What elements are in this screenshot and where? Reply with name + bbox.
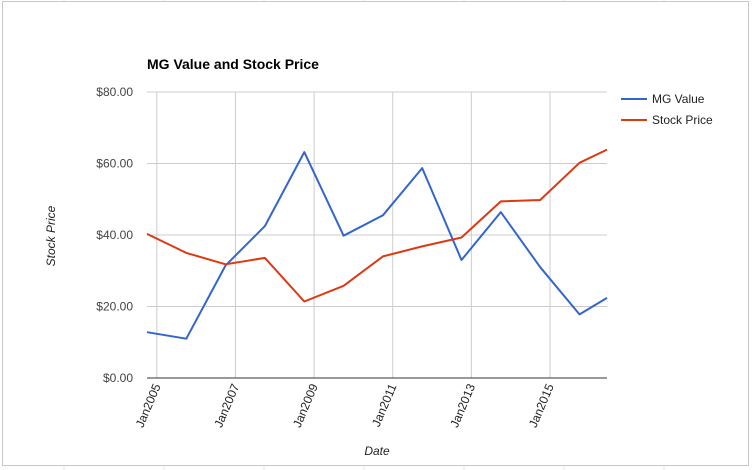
x-tick-label: Jan2005: [133, 381, 164, 429]
series-line-stock-price: [146, 148, 608, 303]
line-chart: MG Value and Stock Price $0.00 $20.00 $40.…: [44, 56, 713, 458]
x-tick-label: Jan2009: [290, 381, 321, 429]
legend-label: MG Value: [652, 92, 705, 106]
series-line-mg-value: [146, 151, 608, 340]
x-tick-label: Jan2011: [369, 381, 400, 428]
y-tick-label: $0.00: [103, 371, 133, 385]
series-layer: [146, 148, 608, 340]
y-tick-labels: $0.00 $20.00 $40.00 $60.00 $80.00: [96, 85, 133, 385]
x-tick-label: Jan2013: [447, 381, 478, 429]
y-tick-label: $80.00: [96, 85, 133, 99]
y-tick-label: $60.00: [96, 157, 133, 171]
x-axis-title: Date: [364, 444, 390, 458]
y-axis-title: Stock Price: [44, 205, 58, 266]
x-tick-label: Jan2007: [211, 381, 242, 429]
legend-label: Stock Price: [652, 113, 713, 127]
chart-title: MG Value and Stock Price: [147, 56, 319, 72]
gridlines: [147, 91, 607, 378]
y-tick-label: $20.00: [96, 300, 133, 314]
x-tick-label: Jan2015: [526, 381, 557, 429]
legend: MG Value Stock Price: [621, 92, 713, 127]
y-tick-label: $40.00: [96, 228, 133, 242]
x-tick-labels: Jan2005 Jan2007 Jan2009 Jan2011 Jan2013 Jan20…: [133, 381, 557, 429]
